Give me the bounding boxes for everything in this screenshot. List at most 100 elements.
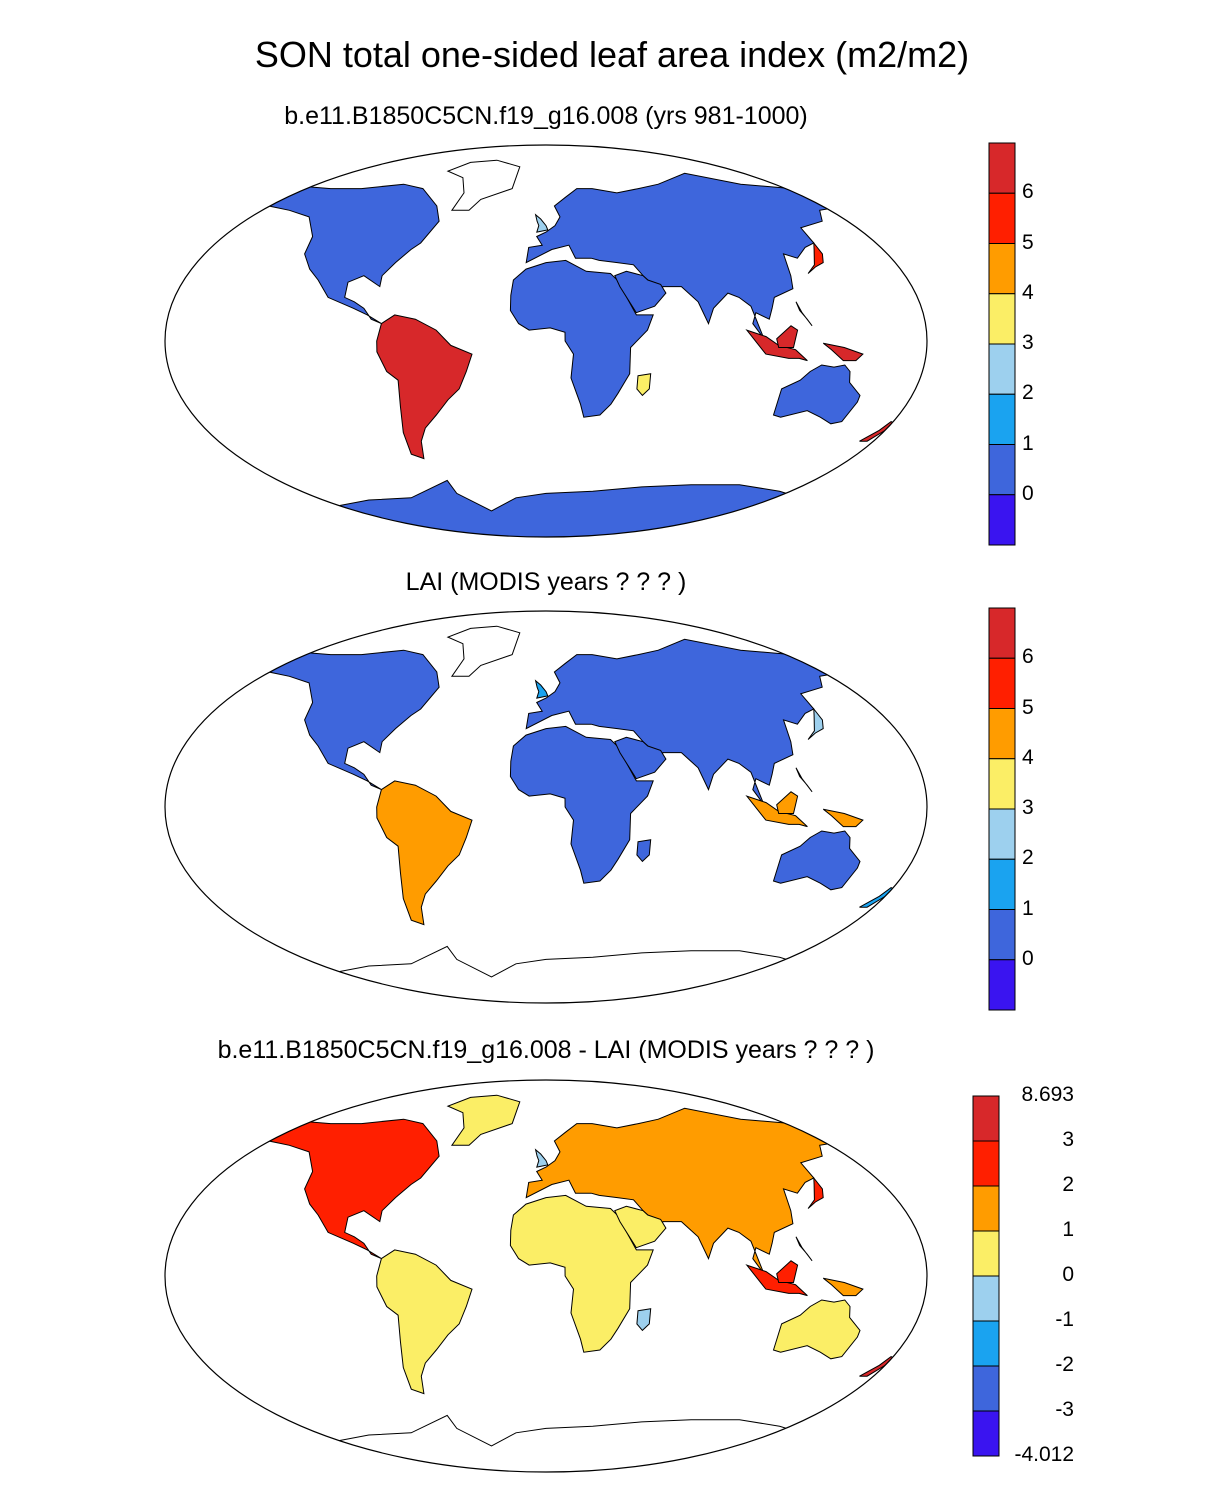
colorbar-label: 3 <box>1062 1128 1074 1151</box>
land-antarctica <box>300 479 802 537</box>
land-africa <box>509 725 654 884</box>
land-samerica <box>376 1249 473 1395</box>
land-indonesia <box>745 329 808 362</box>
land-uk <box>534 1148 549 1168</box>
colorbar-label: -4.012 <box>1014 1443 1074 1466</box>
land-indonesia <box>745 795 808 828</box>
colorbar-swatch <box>972 1320 1000 1367</box>
colorbar-swatch <box>972 1095 1000 1142</box>
colorbar-label: -1 <box>1055 1308 1074 1331</box>
panel-3-map <box>164 1079 928 1473</box>
colorbar-label: 2 <box>1022 846 1034 870</box>
colorbar-swatch <box>988 192 1016 244</box>
colorbar-swatch <box>988 808 1016 860</box>
land-japan <box>807 241 824 274</box>
colorbar-swatch <box>988 909 1016 961</box>
colorbar-label: 1 <box>1022 431 1034 455</box>
colorbar-label: 0 <box>1062 1263 1074 1286</box>
land-australia <box>772 364 861 425</box>
land-uk <box>534 679 549 699</box>
panel-2-map <box>164 610 928 1004</box>
colorbar-label: 0 <box>1022 481 1034 505</box>
land-arabia <box>614 270 667 314</box>
colorbar-swatch <box>972 1410 1000 1457</box>
panel-1-title: b.e11.B1850C5CN.f19_g16.008 (yrs 981-100… <box>284 102 808 130</box>
colorbar-label: -2 <box>1055 1353 1074 1376</box>
colorbar-label: 2 <box>1022 381 1034 405</box>
colorbar-swatch <box>988 243 1016 295</box>
panel-1-colorbar: 0 1 2 3 4 5 6 <box>988 142 1078 546</box>
colorbar-label: 1 <box>1062 1218 1074 1241</box>
colorbar-swatch <box>988 444 1016 496</box>
land-png <box>822 1277 864 1297</box>
colorbar-label: 3 <box>1022 331 1034 354</box>
colorbar-label: 3 <box>1022 796 1034 819</box>
land-namerica <box>267 1118 440 1260</box>
land-samerica <box>376 780 473 926</box>
land-namerica <box>267 183 440 325</box>
map-border <box>164 1079 928 1473</box>
coastline-antarctica <box>300 1414 802 1472</box>
colorbar-label: 1 <box>1022 896 1034 920</box>
land-japan <box>807 1176 824 1209</box>
land-indonesia <box>745 1264 808 1297</box>
land-africa <box>509 259 654 418</box>
land-philippines <box>795 1236 813 1262</box>
colorbar-swatch <box>988 343 1016 395</box>
land-philippines <box>795 301 813 327</box>
land-namerica <box>267 649 440 791</box>
land-arabia <box>614 1205 667 1249</box>
colorbar-swatch <box>988 708 1016 760</box>
colorbar-swatch <box>988 959 1016 1011</box>
land-madagascar <box>636 1308 652 1332</box>
map-border <box>164 144 928 538</box>
panel-2-title: LAI (MODIS years ? ? ? ) <box>405 568 687 596</box>
colorbar-swatch <box>972 1275 1000 1322</box>
colorbar-swatch <box>972 1140 1000 1187</box>
land-philippines <box>795 767 813 793</box>
colorbar-swatch <box>988 293 1016 345</box>
land-png <box>822 808 864 828</box>
panel-3-colorbar: 8.693 3 2 1 0 -1 -2 -3 -4.012 <box>972 1083 1082 1466</box>
colorbar-swatch <box>972 1365 1000 1412</box>
land-japan <box>807 707 824 740</box>
land-png <box>822 342 864 362</box>
land-borneo <box>776 1260 799 1283</box>
panel-2-colorbar: 0 1 2 3 4 5 6 <box>988 607 1078 1011</box>
land-borneo <box>776 325 799 348</box>
colorbar-label: 6 <box>1022 645 1034 669</box>
colorbar-swatch <box>988 657 1016 709</box>
coastline-antarctica <box>300 945 802 1003</box>
colorbar-label: 4 <box>1022 745 1034 769</box>
colorbar-label: 8.693 <box>1021 1083 1074 1106</box>
colorbar-label: 4 <box>1022 280 1034 304</box>
colorbar-label: 5 <box>1022 695 1034 719</box>
figure-title: SON total one-sided leaf area index (m2/… <box>254 34 970 75</box>
colorbar-swatch <box>988 758 1016 810</box>
land-greenland <box>446 1094 521 1146</box>
land-greenland <box>446 159 521 211</box>
colorbar-label: 0 <box>1022 946 1034 970</box>
colorbar-swatch <box>988 858 1016 910</box>
land-arabia <box>614 736 667 780</box>
colorbar-label: 5 <box>1022 230 1034 254</box>
colorbar-label: 6 <box>1022 180 1034 204</box>
land-samerica <box>376 314 473 460</box>
land-africa <box>509 1194 654 1353</box>
land-madagascar <box>636 839 652 863</box>
colorbar-label: -3 <box>1055 1398 1074 1421</box>
map-border <box>164 610 928 1004</box>
land-madagascar <box>636 373 652 397</box>
colorbar-swatch <box>988 607 1016 659</box>
land-australia <box>772 830 861 891</box>
panel-1-map <box>164 144 928 538</box>
colorbar-swatch <box>988 393 1016 445</box>
colorbar-swatch <box>972 1185 1000 1232</box>
land-greenland <box>446 625 521 677</box>
land-uk <box>534 213 549 233</box>
colorbar-label: 2 <box>1062 1173 1074 1196</box>
colorbar-swatch <box>988 142 1016 194</box>
colorbar-swatch <box>972 1230 1000 1277</box>
land-australia <box>772 1299 861 1360</box>
panel-3-title: b.e11.B1850C5CN.f19_g16.008 - LAI (MODIS… <box>217 1036 875 1064</box>
